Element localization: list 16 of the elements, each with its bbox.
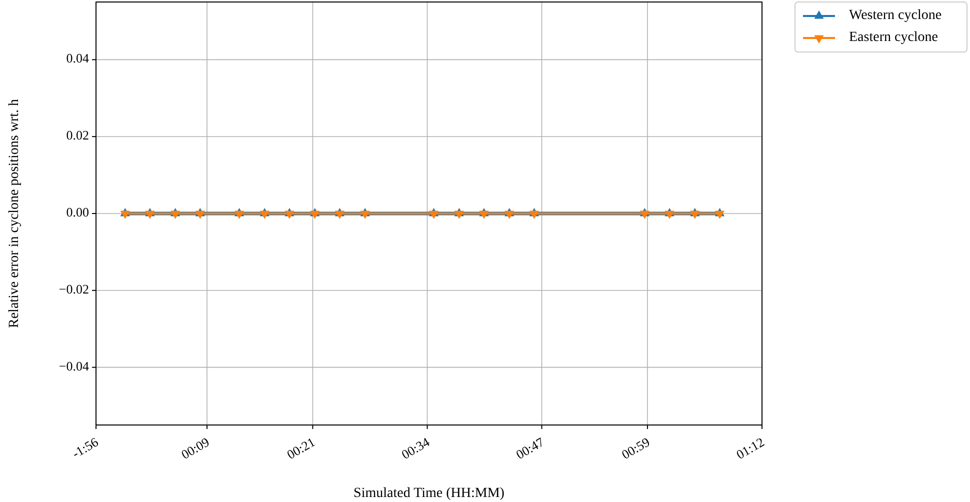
x-tick-label: 00:59 [619, 434, 652, 462]
legend-label: Western cyclone [849, 8, 942, 24]
x-tick-label: 00:09 [178, 434, 212, 462]
x-tick-label: -1:56 [69, 434, 102, 461]
y-tick-label: 0.00 [66, 204, 89, 220]
x-tick-label: 00:47 [513, 434, 547, 462]
y-axis-title: Relative error in cyclone positions wrt. h [7, 99, 22, 328]
x-tick-label: 00:21 [284, 434, 318, 462]
y-tick-label: −0.02 [58, 281, 89, 296]
y-tick-label: 0.02 [66, 128, 89, 143]
y-tick-label: 0.04 [66, 50, 90, 66]
x-tick-label: 00:34 [398, 434, 432, 462]
y-tick-label: −0.04 [58, 358, 90, 374]
x-axis-title: Simulated Time (HH:MM) [354, 486, 505, 501]
legend-label: Eastern cyclone [849, 30, 938, 46]
x-tick-label: 01:12 [734, 434, 767, 462]
